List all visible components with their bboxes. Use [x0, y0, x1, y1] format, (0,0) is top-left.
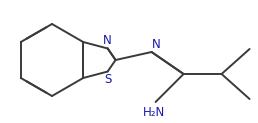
Text: S: S: [104, 73, 111, 86]
Text: H₂N: H₂N: [142, 106, 165, 118]
Text: N: N: [152, 38, 161, 52]
Text: N: N: [103, 34, 112, 47]
